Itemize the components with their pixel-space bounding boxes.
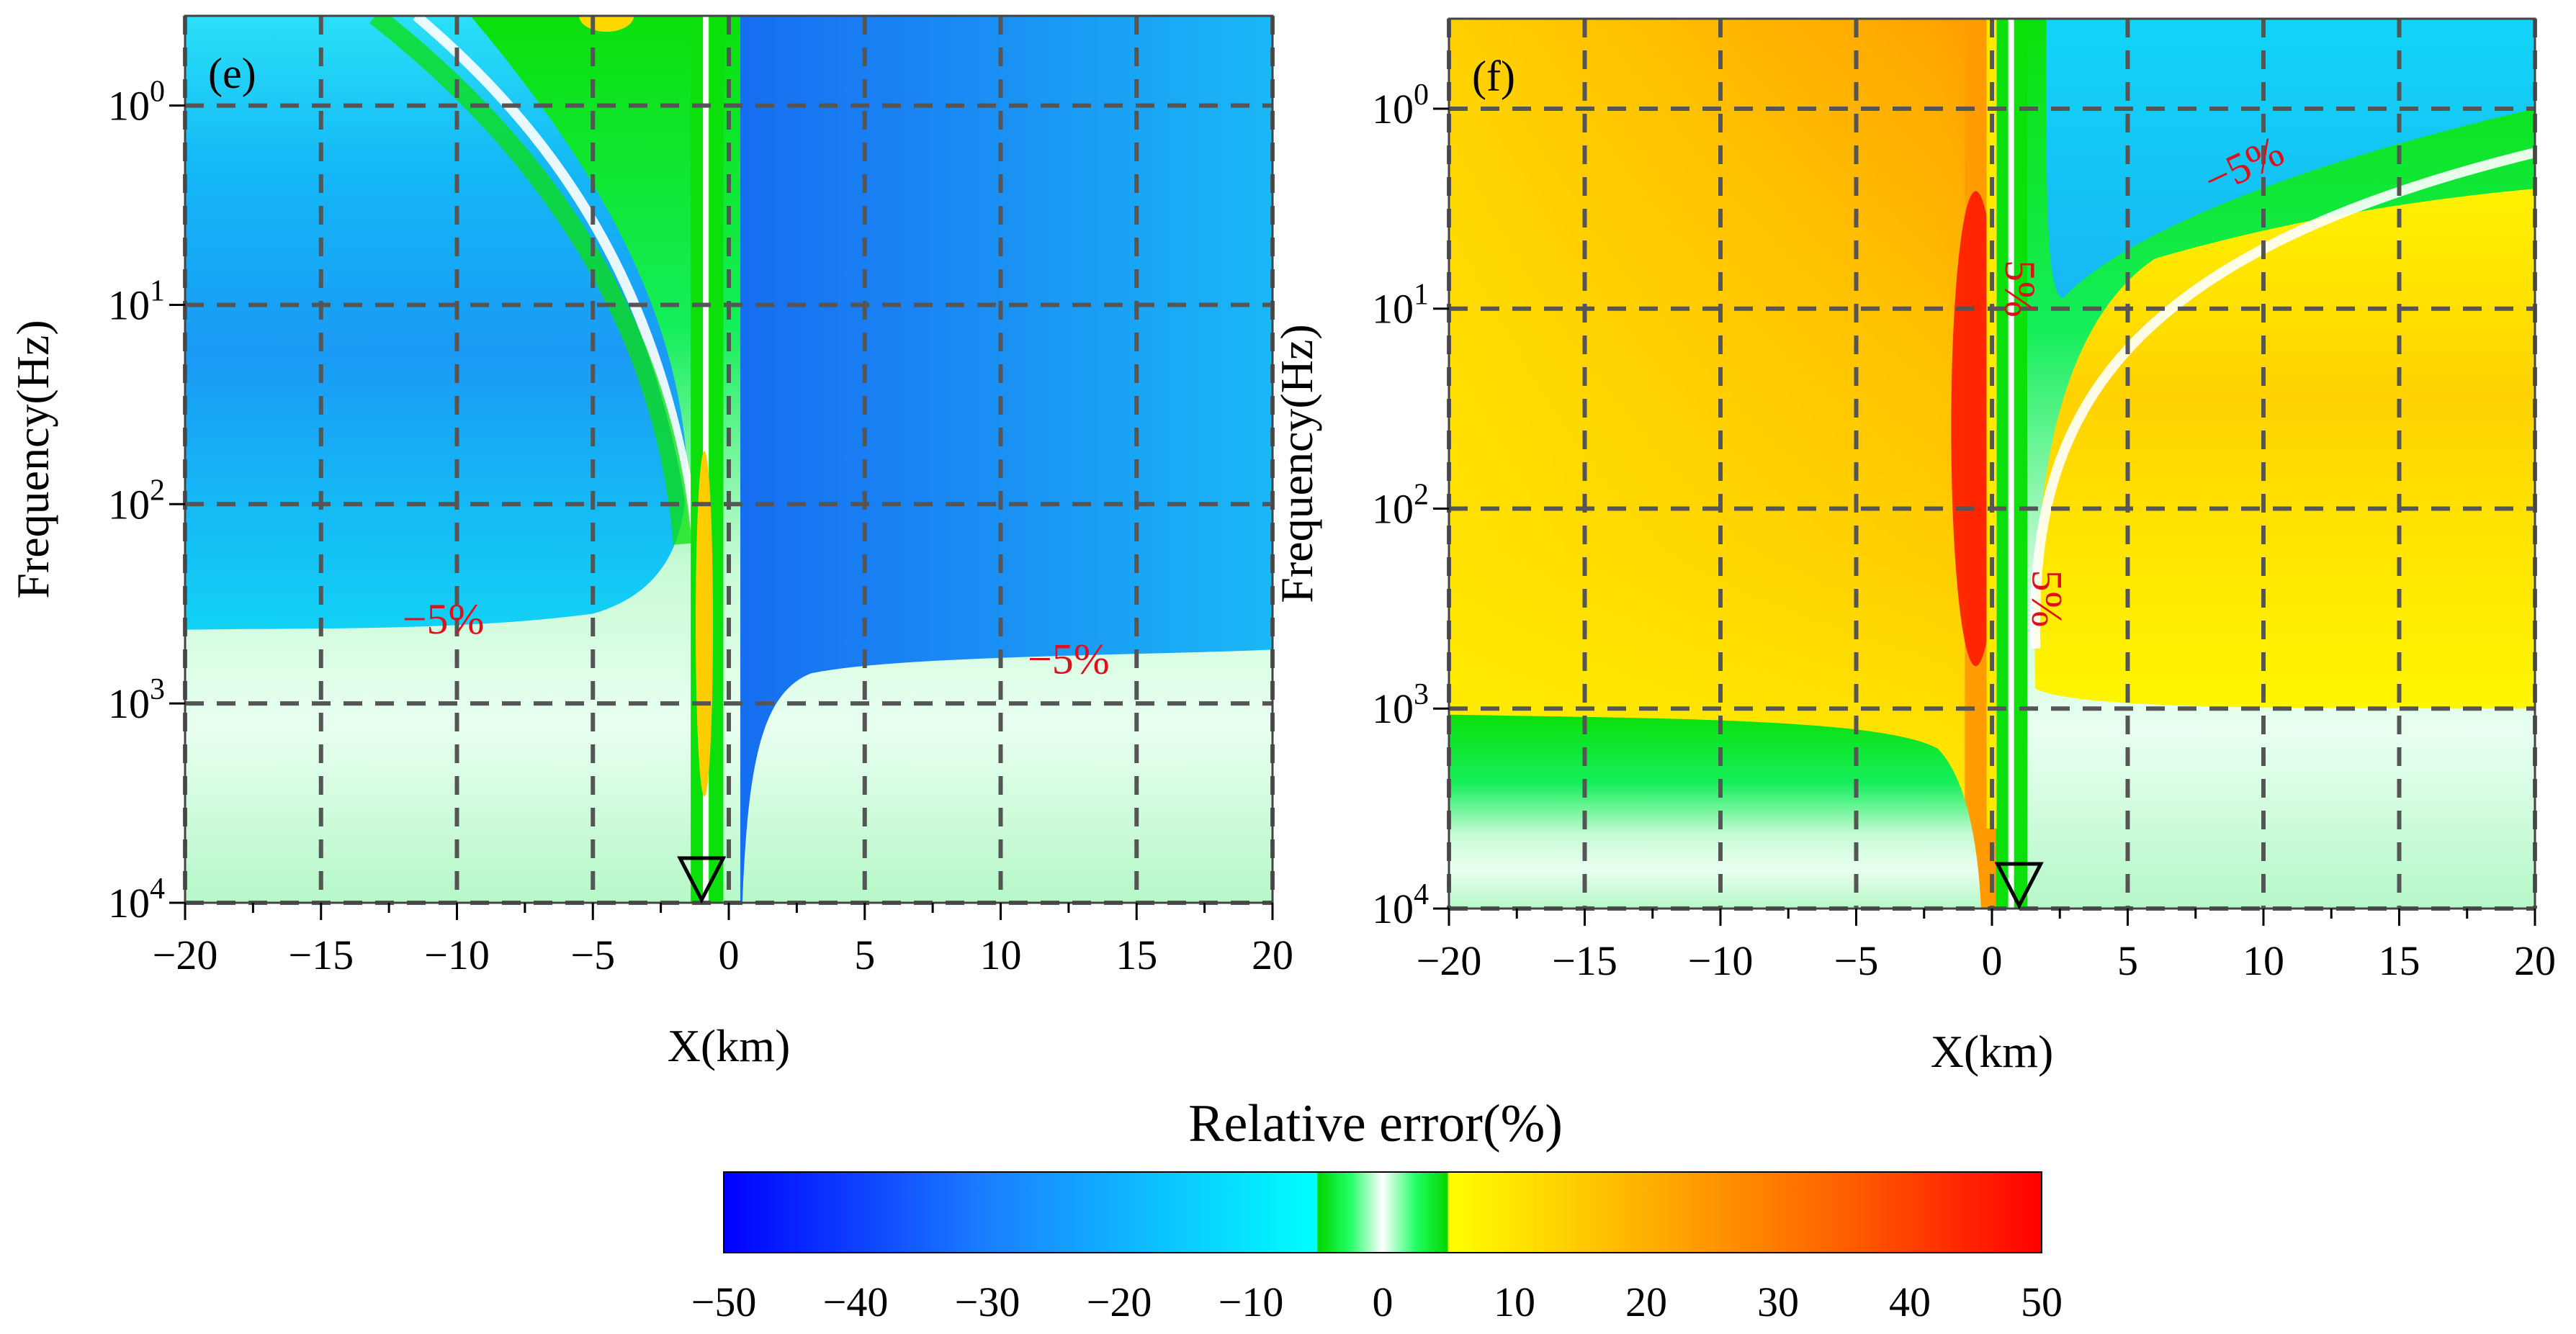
zero-ribbon-right (2029, 148, 2535, 649)
colorbar-title: Relative error(%) (1188, 1094, 1563, 1153)
receiver-triangle-icon (677, 856, 727, 904)
colorbar-tick-label: 20 (1625, 1279, 1667, 1325)
y-tick-label: 101 (108, 274, 165, 328)
y-tick-label: 103 (108, 673, 165, 727)
contour-label: 5% (2024, 569, 2071, 627)
colorbar: Relative error(%) −50 −40 −30 −20 −10 0 10 20 30… (691, 1094, 2063, 1325)
cyan-region (2046, 19, 2535, 299)
colorbar-tick-label: 30 (1757, 1279, 1799, 1325)
panel-label: (f) (1472, 53, 1515, 100)
panel-label: (e) (208, 50, 256, 97)
colorbar-tick-label: −50 (691, 1279, 757, 1325)
colorbar-tick-label: −20 (1087, 1279, 1152, 1325)
colorbar-tick-label: −30 (955, 1279, 1020, 1325)
x-tick-label: 20 (2514, 937, 2556, 984)
x-tick-label: −5 (1834, 937, 1879, 984)
y-tick-label: 101 (1372, 279, 1429, 333)
colorbar-tick-label: 10 (1494, 1279, 1535, 1325)
colorbar-tick-label: 50 (2021, 1279, 2063, 1325)
x-tick-label: 0 (1982, 937, 2003, 984)
contour-label: 5% (1996, 260, 2044, 317)
x-tick-label: 15 (1116, 932, 1157, 978)
y-tick-label: 102 (108, 474, 165, 528)
x-tick-label: 5 (2117, 937, 2138, 984)
colorbar-tick-label: 0 (1373, 1279, 1394, 1325)
vertical-zero-line (2008, 19, 2014, 909)
y-tick-label: 100 (108, 76, 165, 130)
heatmap-panel-e: −20 −15 −10 −5 0 5 10 15 20 100 101 102 103 104 X(km) F… (7, 14, 1293, 1071)
colorbar-tick-label: −40 (823, 1279, 889, 1325)
y-axis-title: Frequency(Hz) (1271, 324, 1322, 603)
colorbar-tick-label: 40 (1889, 1279, 1931, 1325)
contour-label: −5% (403, 595, 485, 643)
y-tick-label: 103 (1372, 678, 1429, 732)
heatmap-panel-f: −20 −15 −10 −5 0 5 10 15 20 100 101 102 103 104 X(km) F… (1271, 17, 2556, 1077)
x-tick-label: 20 (1252, 932, 1293, 978)
x-tick-label: −15 (288, 932, 354, 978)
blue-region-right (740, 16, 1273, 903)
contour-label: −5% (1028, 636, 1110, 683)
y-tick-label: 104 (108, 873, 165, 927)
x-tick-label: 10 (980, 932, 1022, 978)
x-axis-title: X(km) (668, 1020, 791, 1071)
colorbar-tick-label: −10 (1219, 1279, 1284, 1325)
green-band-left (1449, 714, 1981, 909)
x-tick-label: −10 (424, 932, 490, 978)
heatmap-field (185, 16, 1273, 903)
x-tick-label: 10 (2243, 937, 2284, 984)
y-tick-label: 104 (1372, 878, 1429, 932)
x-tick-label: −10 (1688, 937, 1754, 984)
receiver-triangle-icon (1994, 862, 2044, 910)
y-tick-label: 100 (1372, 78, 1429, 132)
x-tick-label: −20 (1417, 937, 1482, 984)
y-axis-title: Frequency(Hz) (7, 320, 58, 598)
x-tick-label: −5 (570, 932, 615, 978)
y-tick-label: 102 (1372, 478, 1429, 532)
heatmap-field (1449, 19, 2535, 909)
x-tick-label: −20 (153, 932, 218, 978)
x-tick-label: 15 (2379, 937, 2420, 984)
x-tick-label: 0 (719, 932, 740, 978)
yellow-streak (696, 451, 714, 797)
x-tick-label: 5 (854, 932, 875, 978)
x-tick-label: −15 (1552, 937, 1617, 984)
x-axis-title: X(km) (1931, 1026, 2054, 1077)
colorbar-gradient (723, 1171, 2042, 1253)
green-ribbon-left (369, 16, 692, 545)
